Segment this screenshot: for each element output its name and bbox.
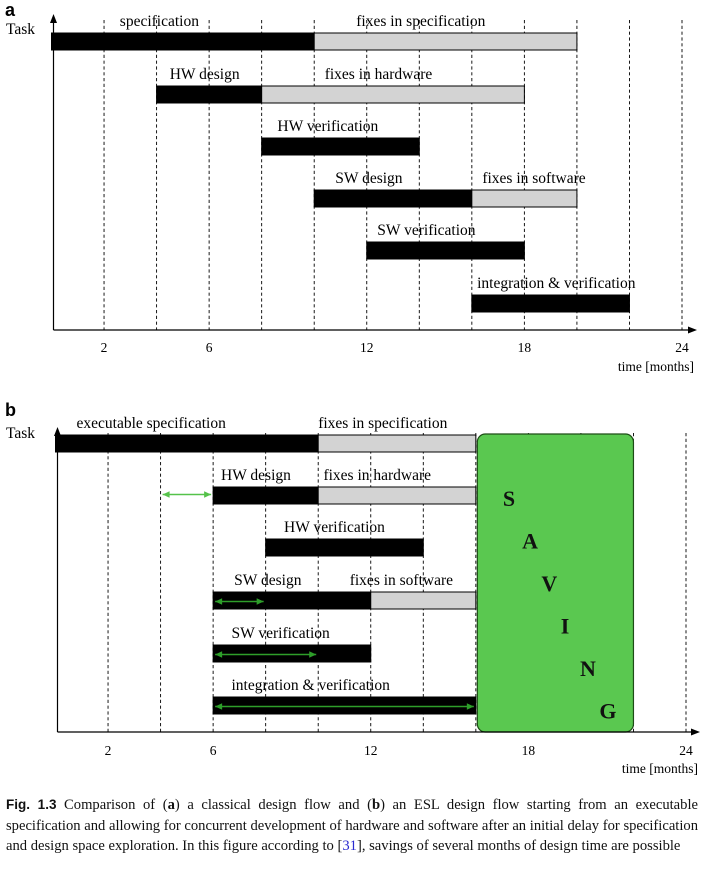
task-label: specification <box>120 13 199 30</box>
task-label: fixes in hardware <box>323 467 431 484</box>
x-axis-label: time [months] <box>622 761 698 776</box>
x-tick-label: 18 <box>518 340 532 355</box>
task-label: HW verification <box>277 118 378 135</box>
saving-letter: I <box>561 614 570 639</box>
x-tick-label: 24 <box>679 743 693 758</box>
task-label: integration & verification <box>232 677 391 694</box>
task-label: executable specification <box>77 415 227 432</box>
panel-a: specification fixes in specification HW de… <box>5 0 697 374</box>
fixes-bar <box>370 591 477 610</box>
task-label: HW verification <box>284 519 385 536</box>
arrow-head-left <box>215 651 223 658</box>
arrow-head-right <box>309 651 317 658</box>
arrow-head-right <box>466 703 474 710</box>
arrow-head-left <box>215 703 223 710</box>
x-tick-label: 6 <box>210 743 217 758</box>
arrow-head-right <box>204 491 212 498</box>
task-bar <box>212 644 372 663</box>
caption-text-1: Comparison of ( <box>56 797 168 813</box>
fixes-bar <box>313 32 578 51</box>
panel-label: b <box>5 400 16 420</box>
caption-text-3: ) an ESL design flow starting from an ex… <box>6 797 698 854</box>
task-bar <box>471 294 630 313</box>
y-axis-label: Task <box>6 21 35 38</box>
y-axis-label: Task <box>6 425 35 442</box>
fixes-bar <box>317 434 477 453</box>
task-label: SW design <box>335 170 403 187</box>
x-tick-label: 18 <box>522 743 536 758</box>
task-bar <box>212 696 477 715</box>
arrow-head-left <box>162 491 170 498</box>
task-bar <box>55 434 319 453</box>
figure-caption: Fig. 1.3 Comparison of (a) a classical d… <box>6 795 698 857</box>
caption-a: a <box>167 797 175 813</box>
task-label: fixes in specification <box>356 13 485 30</box>
caption-reference[interactable]: 31 <box>342 838 357 854</box>
saving-letter: G <box>599 699 616 724</box>
saving-letter: A <box>522 529 538 554</box>
x-axis-label: time [months] <box>618 359 694 374</box>
task-label: SW design <box>234 572 302 589</box>
task-label: SW verification <box>377 222 476 239</box>
task-label: HW design <box>170 66 240 83</box>
task-bar <box>212 591 372 610</box>
arrow-head-left <box>215 598 223 605</box>
arrow-head-right <box>256 598 264 605</box>
panel-label: a <box>5 0 16 20</box>
task-bar <box>313 189 473 208</box>
fixes-bar <box>471 189 578 208</box>
task-label: fixes in specification <box>318 415 447 432</box>
task-label: fixes in hardware <box>325 66 433 83</box>
saving-letter: S <box>503 486 515 511</box>
task-bar <box>212 486 319 505</box>
task-label: fixes in software <box>350 572 453 589</box>
figure: specification fixes in specification HW de… <box>5 0 700 776</box>
x-tick-label: 12 <box>364 743 378 758</box>
task-label: fixes in software <box>482 170 585 187</box>
fixes-bar <box>317 486 477 505</box>
x-axis-arrow <box>691 728 700 736</box>
caption-text-4: ], savings of several months of design t… <box>356 838 681 854</box>
x-axis-arrow <box>688 326 697 334</box>
x-tick-label: 2 <box>105 743 112 758</box>
task-bar <box>261 137 420 156</box>
caption-b: b <box>371 797 381 813</box>
x-tick-label: 6 <box>206 340 213 355</box>
task-label: HW design <box>221 467 291 484</box>
task-label: integration & verification <box>477 275 636 292</box>
task-bar <box>51 32 315 51</box>
task-bar <box>156 85 263 104</box>
caption-label: Fig. 1.3 <box>6 797 57 812</box>
y-axis-arrow <box>54 427 61 436</box>
caption-text-2: ) a classical design flow and ( <box>174 797 372 813</box>
x-tick-label: 2 <box>101 340 108 355</box>
saving-letter: V <box>541 571 557 596</box>
fixes-bar <box>261 85 525 104</box>
task-bar <box>265 538 424 557</box>
task-label: SW verification <box>232 625 331 642</box>
task-bar <box>366 241 525 260</box>
panel-b: executable specification fixes in specifi… <box>5 400 700 776</box>
x-tick-label: 12 <box>360 340 374 355</box>
saving-letter: N <box>580 656 596 681</box>
x-tick-label: 24 <box>675 340 689 355</box>
y-axis-arrow <box>50 14 57 23</box>
